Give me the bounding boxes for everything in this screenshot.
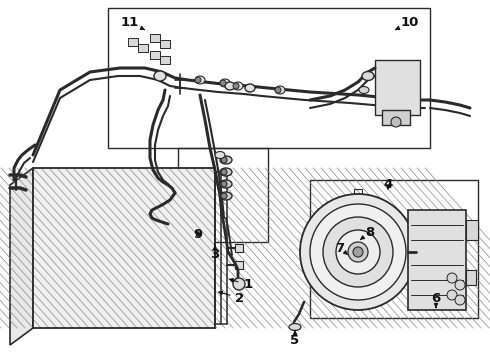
Bar — [375, 60, 420, 115]
Circle shape — [336, 230, 380, 274]
Circle shape — [447, 273, 457, 283]
Ellipse shape — [359, 86, 369, 94]
Bar — [150, 51, 160, 59]
Bar — [150, 34, 160, 42]
Bar — [235, 261, 243, 269]
Ellipse shape — [275, 86, 285, 94]
Text: 10: 10 — [395, 15, 419, 30]
Text: 8: 8 — [360, 225, 375, 240]
Ellipse shape — [245, 84, 255, 92]
Bar — [408, 210, 466, 310]
Ellipse shape — [289, 324, 301, 330]
Circle shape — [455, 295, 465, 305]
Circle shape — [233, 83, 239, 89]
Circle shape — [310, 204, 406, 300]
Text: 6: 6 — [431, 292, 441, 307]
Bar — [160, 56, 170, 64]
Text: 11: 11 — [121, 15, 145, 30]
Ellipse shape — [154, 71, 166, 81]
Bar — [128, 38, 138, 46]
Circle shape — [221, 169, 227, 175]
Ellipse shape — [220, 180, 232, 188]
Ellipse shape — [220, 79, 230, 87]
Circle shape — [353, 247, 363, 257]
Ellipse shape — [220, 168, 232, 176]
Circle shape — [221, 181, 227, 187]
Ellipse shape — [362, 72, 374, 81]
Circle shape — [221, 157, 227, 163]
Ellipse shape — [195, 76, 205, 84]
Text: 9: 9 — [194, 229, 202, 242]
Circle shape — [233, 278, 245, 290]
Bar — [33, 168, 215, 328]
Text: 1: 1 — [230, 279, 252, 292]
Bar — [138, 44, 148, 52]
Circle shape — [323, 217, 393, 287]
Bar — [33, 168, 215, 328]
Bar — [382, 110, 410, 125]
Circle shape — [195, 77, 201, 83]
Circle shape — [447, 290, 457, 300]
Polygon shape — [10, 168, 33, 345]
Text: 2: 2 — [219, 291, 245, 305]
Bar — [466, 220, 478, 240]
Ellipse shape — [220, 156, 232, 164]
Bar — [33, 168, 215, 328]
Bar — [235, 244, 243, 252]
Text: 5: 5 — [291, 330, 299, 346]
Ellipse shape — [225, 82, 235, 90]
Bar — [178, 148, 268, 242]
Bar — [160, 40, 170, 48]
Circle shape — [300, 194, 416, 310]
Ellipse shape — [233, 82, 243, 90]
Circle shape — [391, 117, 401, 127]
Circle shape — [455, 280, 465, 290]
Text: 3: 3 — [210, 246, 220, 261]
Text: 7: 7 — [336, 242, 347, 255]
Circle shape — [275, 87, 281, 93]
Bar — [310, 180, 478, 318]
Circle shape — [348, 242, 368, 262]
Circle shape — [221, 193, 227, 199]
Bar — [108, 8, 430, 148]
Bar — [466, 270, 476, 285]
Ellipse shape — [220, 192, 232, 200]
Ellipse shape — [215, 152, 225, 158]
Circle shape — [220, 80, 226, 86]
Text: 4: 4 — [383, 179, 392, 192]
